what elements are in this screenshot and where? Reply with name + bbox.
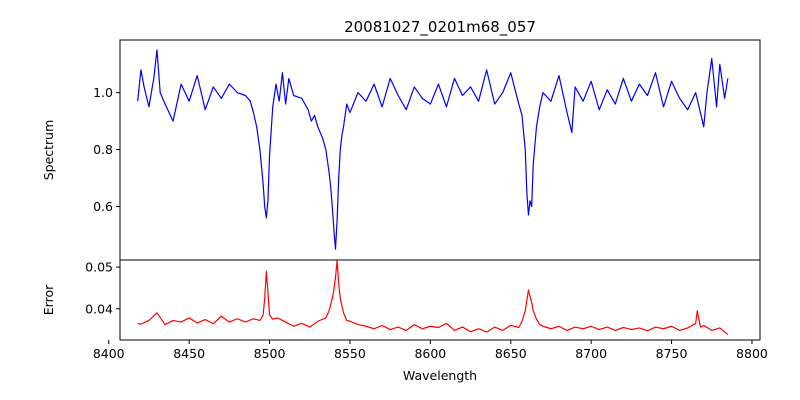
spectrum-series-line [137, 49, 729, 250]
spectrum-y-tick-label: 0.6 [93, 199, 113, 214]
spectrum-y-axis-label: Spectrum [41, 120, 56, 181]
x-axis-label: Wavelength [403, 368, 477, 383]
spectrum-y-tick-label: 0.8 [93, 142, 113, 157]
x-tick-label: 8550 [334, 346, 366, 361]
error-series-line [137, 260, 729, 336]
x-tick-label: 8500 [254, 346, 286, 361]
error-y-tick-label: 0.05 [85, 260, 113, 275]
error-y-tick-label: 0.04 [85, 301, 113, 316]
error-axes-frame [119, 259, 761, 341]
x-tick-label: 8400 [93, 346, 125, 361]
x-tick-label: 8750 [656, 346, 688, 361]
spectrum-y-tick-label: 1.0 [93, 85, 113, 100]
x-tick-label: 8700 [575, 346, 607, 361]
x-tick-label: 8800 [736, 346, 768, 361]
error-y-ticks: 0.04 0.05 [85, 260, 120, 316]
error-y-axis-label: Error [41, 284, 56, 315]
x-tick-label: 8650 [495, 346, 527, 361]
error-panel: 0.04 0.05 8400 8450 8500 8550 8600 8650 8700 875… [41, 259, 768, 383]
x-tick-label: 8450 [173, 346, 205, 361]
x-tick-label: 8600 [414, 346, 446, 361]
error-x-ticks: 8400 8450 8500 8550 8600 8650 8700 8750 8800 [93, 340, 768, 361]
spectrum-y-ticks: 0.6 0.8 1.0 [93, 85, 120, 214]
chart-title: 20081027_0201m68_057 [344, 18, 536, 37]
